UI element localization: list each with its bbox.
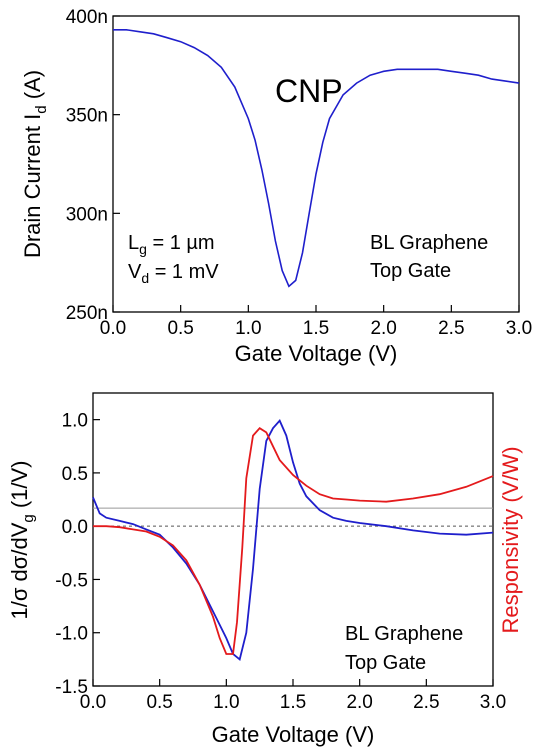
bottom-y-tick-label: -0.5 [55,570,88,591]
bottom-x-tick-label: 2.5 [413,692,439,713]
bottom-x-tick-label: 1.5 [280,692,306,713]
bottom-x-tick-label: 0.5 [146,692,172,713]
bottom-x-tick-label: 0.0 [80,692,106,713]
top-x-tick-label: 2.0 [370,318,396,339]
top-x-tick-label: 2.5 [438,318,464,339]
cnp-annotation: CNP [275,73,343,109]
bottom-y-tick-label: -1.5 [55,677,88,698]
bottom-x-tick-label: 1.0 [213,692,239,713]
bottom-series-responsivity-line [93,427,494,655]
top-x-tick-label: 1.0 [235,318,261,339]
top-x-tick-label: 0.0 [100,318,126,339]
bottom-chart: 0.0 0.5 1.0 1.5 2.0 2.5 3.0 -1.5 -1.0 -0.5 0.0 0.5 1… [7,392,523,747]
top-x-tick-label: 1.5 [303,318,329,339]
top-x-tick-label: 3.0 [506,318,532,339]
top-series-line [113,29,520,288]
top-device-label-2: Top Gate [370,260,451,282]
bottom-series-derivative-line [92,419,494,661]
top-y-tick-label: 350n [66,106,108,127]
bottom-x-tick-label: 2.0 [346,692,372,713]
bottom-y-axis-label: 1/σ dσ/dVg (1/V) [7,460,37,619]
bottom-x-axis-label: Gate Voltage (V) [212,722,375,747]
drain-voltage-annotation: Vd = 1 mV [128,261,219,286]
top-y-tick-label: 300n [66,204,108,225]
bottom-y-tick-label: 0.0 [62,517,88,538]
top-device-label-1: BL Graphene [370,232,488,254]
bottom-device-label-1: BL Graphene [345,623,463,645]
top-y-tick-label: 250n [66,303,108,324]
bottom-y-tick-label: 0.5 [62,464,88,485]
bottom-device-label-2: Top Gate [345,652,426,674]
top-x-axis-label: Gate Voltage (V) [235,341,398,366]
bottom-y-tick-label: 1.0 [62,411,88,432]
gate-length-annotation: Lg = 1 µm [128,232,215,257]
bottom-y-tick-label: -1.0 [55,624,88,645]
top-y-tick-label: 400n [66,7,108,28]
bottom-right-y-axis-label: Responsivity (V/W) [498,446,523,633]
bottom-x-tick-label: 3.0 [480,692,506,713]
top-y-axis-label: Drain Current Id (A) [20,70,50,258]
top-chart: 0.0 0.5 1.0 1.5 2.0 2.5 3.0 250n 300n 350n 400n CN… [20,7,532,366]
top-x-tick-label: 0.5 [167,318,193,339]
